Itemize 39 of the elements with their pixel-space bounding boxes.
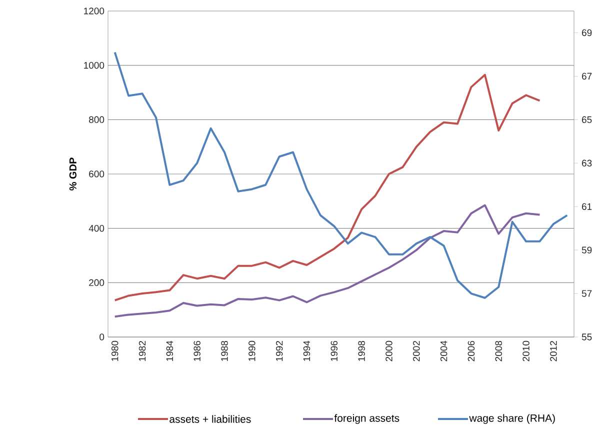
y2-tick-label: 61 [582,203,592,210]
x-tick-label: 2004 [440,340,448,362]
y-axis-title: % GDP [69,158,76,190]
x-tick-label: 1988 [221,340,228,361]
y-tick-label: 1000 [84,62,104,69]
y-tick-label: 400 [88,224,104,232]
x-tick-label: 1992 [276,341,283,361]
y2-tick-label: 69 [582,29,592,36]
x-tick-label: 2000 [386,340,392,362]
y2-tick-label: 67 [582,72,592,80]
legend-label: wage share (RHA) [469,414,555,424]
y-tick-label: 200 [89,279,104,286]
line-series [114,204,541,318]
legend-label: assets + liabilities [170,415,251,423]
y2-tick-label: 55 [582,334,592,340]
x-tick-label: 1990 [248,340,256,361]
x-tick-label: 1994 [303,340,310,361]
x-tick-label: 1998 [358,340,365,361]
y-tick-label: 800 [89,116,104,124]
y2-tick-label: 59 [582,246,592,254]
y-tick-label: 600 [89,170,104,178]
y-tick-label: 0 [100,334,104,340]
line-series [114,51,568,299]
line-series [114,74,541,302]
legend-label: foreign assets [334,414,400,424]
x-tick-label: 2012 [550,341,557,362]
y2-tick-label: 65 [582,116,592,124]
x-tick-label: 2006 [468,340,475,362]
y2-tick-label: 57 [582,290,592,297]
x-tick-label: 1984 [166,340,174,361]
x-tick-label: 1982 [138,341,146,361]
y2-tick-label: 63 [582,160,592,166]
x-tick-label: 2010 [522,340,530,362]
x-tick-label: 1996 [330,340,338,361]
x-tick-label: 2002 [413,341,420,362]
x-tick-label: 1986 [194,340,200,361]
x-tick-label: 1980 [111,340,118,361]
x-tick-label: 2008 [495,340,502,362]
y-tick-label: 1200 [84,8,104,14]
